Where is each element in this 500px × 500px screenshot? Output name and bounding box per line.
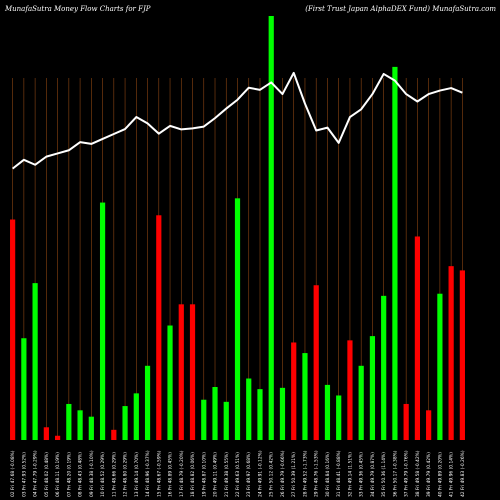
money-flow-bar <box>459 270 465 440</box>
x-tick-label: 34 Fri 49.79 (0.87%) <box>370 452 376 497</box>
money-flow-bar <box>302 353 308 440</box>
x-tick-label: 16 Fri 48.89 (0.45%) <box>168 452 174 497</box>
money-flow-bar <box>279 387 286 440</box>
x-tick-label: 25 Fri 50.12 (0.42%) <box>269 452 275 497</box>
x-tick-label: 35 Fri 50.36 (1.14%) <box>381 452 387 497</box>
x-tick-label: 42 Fri 49.83 (-0.26%) <box>460 450 466 497</box>
chart-subtitle: (First Trust Japan AlphaDEX Fund) Munafa… <box>305 5 496 13</box>
chart-title: MunafaSutra Money Flow Charts for FJP <box>4 5 151 13</box>
money-flow-bar <box>347 340 353 440</box>
x-tick-label: 26 Fri 49.79 (-0.66%) <box>280 450 286 497</box>
x-tick-label: 37 Fri 49.79 (-0.76%) <box>404 450 410 497</box>
x-tick-label: 13 Fri 49.14 (0.70%) <box>134 452 140 497</box>
money-flow-bar <box>144 365 151 440</box>
x-tick-label: 41 Fri 49.96 (0.14%) <box>449 452 455 497</box>
money-flow-bar <box>246 378 252 440</box>
x-tick-label: 22 Fri 49.63 (0.51%) <box>235 452 241 497</box>
money-flow-bar <box>66 403 72 440</box>
money-flow-bar <box>223 401 229 440</box>
x-tick-label: 06 Fri 48.11 (0.19%) <box>55 452 61 497</box>
money-flow-bar <box>133 393 139 440</box>
money-flow-bar <box>268 16 274 440</box>
x-tick-label: 23 Fri 49.97 (0.68%) <box>246 452 252 497</box>
money-flow-bar <box>257 389 263 440</box>
x-tick-label: 14 Fri 48.96 (-0.37%) <box>145 450 151 497</box>
x-tick-label: 15 Fri 48.67 (-0.59%) <box>156 450 162 497</box>
x-tick-label: 10 Fri 48.52 (0.29%) <box>100 452 106 497</box>
x-tick-label: 11 Fri 48.66 (0.29%) <box>111 452 117 497</box>
money-flow-bar <box>111 429 117 440</box>
x-tick-label: 39 Fri 49.79 (0.42%) <box>426 452 432 497</box>
money-flow-bar <box>403 403 409 440</box>
x-tick-label: 28 Fri 49.52 (-1.73%) <box>302 450 308 497</box>
money-flow-bar <box>291 342 297 440</box>
x-tick-label: 19 Fri 48.87 (0.10%) <box>201 452 207 497</box>
money-flow-bar <box>77 410 83 440</box>
money-flow-bar <box>234 198 241 440</box>
money-flow-bar <box>313 285 319 440</box>
money-flow-bar <box>43 427 49 440</box>
money-flow-bar <box>358 365 364 440</box>
x-axis-tick-labels: 02 Fri 47.68 (-0.08%) 03 Fri 47.93 (0.52%… <box>10 450 466 497</box>
x-tick-label: 32 Fri 49.14 (1.51%) <box>347 452 353 497</box>
x-tick-label: 20 Fri 49.11 (0.49%) <box>213 452 219 497</box>
money-flow-bar <box>381 295 387 440</box>
money-flow-bar <box>99 202 106 440</box>
x-tick-label: 21 Fri 49.38 (0.55%) <box>224 452 230 497</box>
x-tick-label: 31 Fri 48.41 (-0.88%) <box>336 450 342 497</box>
money-flow-bar <box>122 406 128 440</box>
x-tick-label: 36 Fri 50.17 (-0.38%) <box>392 450 398 497</box>
x-tick-label: 27 Fri 50.39 (1.21%) <box>291 452 297 497</box>
x-tick-label: 40 Fri 49.89 (0.20%) <box>437 452 443 497</box>
money-flow-bar <box>414 236 421 440</box>
money-flow-bar <box>32 283 38 440</box>
money-flow-bar <box>392 66 398 440</box>
money-flow-bar <box>88 416 94 440</box>
x-tick-label: 09 Fri 48.38 (-0.10%) <box>89 450 95 497</box>
money-flow-bar <box>201 399 207 440</box>
x-tick-label: 33 Fri 49.36 (0.45%) <box>359 452 365 497</box>
money-flow-bar <box>369 336 376 440</box>
money-flow-bar <box>21 338 27 440</box>
x-tick-label: 38 Fri 49.58 (-0.42%) <box>415 450 421 497</box>
money-flow-bar <box>426 410 432 440</box>
money-flow-bar <box>189 304 196 440</box>
x-tick-label: 02 Fri 47.68 (-0.08%) <box>10 450 16 497</box>
x-tick-label: 03 Fri 47.93 (0.52%) <box>21 452 27 497</box>
money-flow-bar <box>167 325 173 440</box>
price-line-layer <box>12 71 463 170</box>
x-tick-label: 04 Fri 47.79 (-0.29%) <box>33 450 39 497</box>
money-flow-bar <box>178 304 184 440</box>
money-flow-bar <box>156 215 162 440</box>
money-flow-bar <box>54 435 61 440</box>
x-tick-label: 17 Fri 48.79 (-0.20%) <box>179 450 185 497</box>
money-flow-bar <box>10 219 16 440</box>
money-flow-bars <box>10 16 465 440</box>
money-flow-bar <box>212 387 218 440</box>
x-tick-label: 30 Fri 48.84 (0.16%) <box>325 452 331 497</box>
x-tick-label: 18 Fri 48.82 (0.06%) <box>190 452 196 497</box>
x-tick-label: 29 Fri 48.76 (-1.53%) <box>314 450 320 497</box>
money-flow-bar <box>324 384 331 440</box>
money-flow-bar <box>437 293 443 440</box>
money-flow-bar <box>448 266 454 440</box>
x-tick-label: 05 Fri 48.02 (0.48%) <box>44 452 50 497</box>
x-tick-label: 07 Fri 48.20 (0.19%) <box>66 452 72 497</box>
x-tick-label: 12 Fri 48.80 (0.29%) <box>123 452 129 497</box>
x-tick-label: 08 Fri 48.43 (0.48%) <box>78 452 84 497</box>
price-line <box>12 71 463 170</box>
money-flow-bar <box>336 395 342 440</box>
x-tick-label: 24 Fri 49.91 (-0.12%) <box>257 450 263 497</box>
